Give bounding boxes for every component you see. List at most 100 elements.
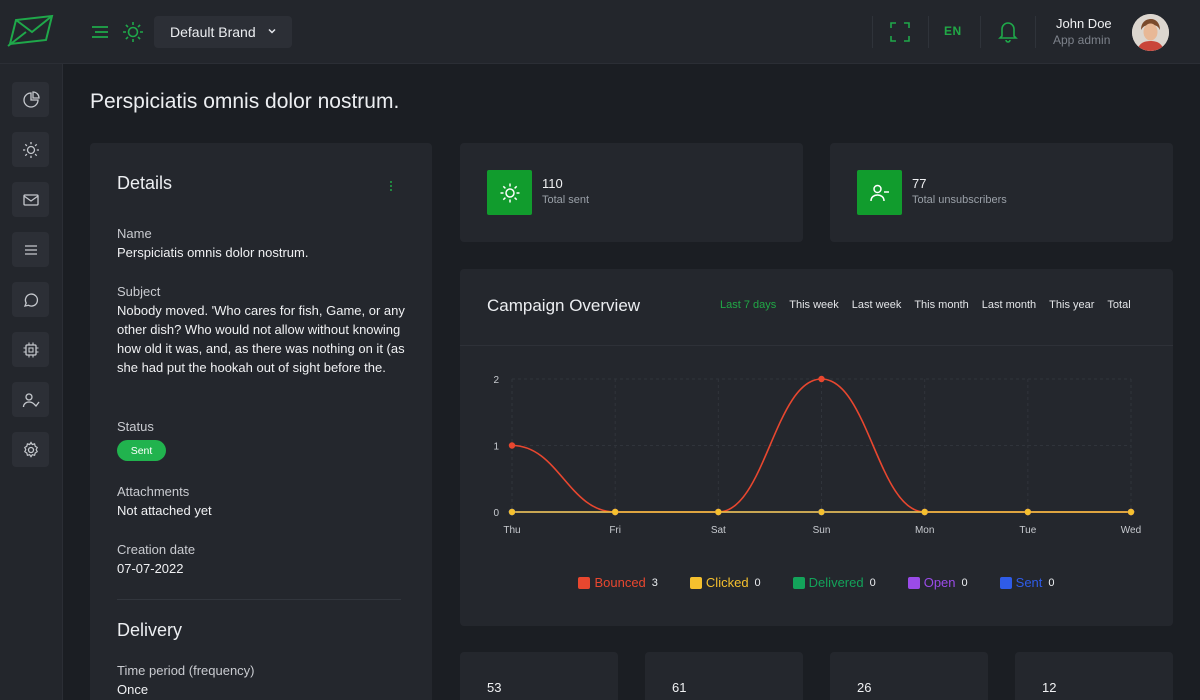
- topbar-divider: [1035, 16, 1036, 48]
- unsubscribers-value: 77: [912, 176, 927, 191]
- chart-legend: Bounced 3 Clicked 0 Delivered 0 Open 0 Sent 0: [460, 575, 1173, 590]
- legend-count: 3: [651, 576, 658, 589]
- unsubscribers-label: Total unsubscribers: [912, 194, 1007, 206]
- data-point-clicked: [611, 508, 619, 516]
- total-unsubscribers-card: 77 Total unsubscribers: [830, 143, 1173, 242]
- theme-toggle-icon[interactable]: [121, 20, 145, 44]
- menu-toggle-icon[interactable]: [90, 22, 110, 42]
- legend-swatch: [578, 576, 591, 589]
- pie-chart-icon: [22, 90, 40, 108]
- total-sent-card: 110 Total sent: [460, 143, 803, 242]
- y-tick-label: 2: [493, 375, 499, 386]
- cpu-chip-icon: [23, 342, 38, 357]
- mini-stat-value: 53: [487, 680, 502, 695]
- sidebar-item-campaigns[interactable]: [12, 182, 49, 217]
- mini-stat-value: 61: [672, 680, 687, 695]
- sun-icon: [500, 183, 519, 202]
- legend-swatch: [792, 576, 805, 589]
- notification-bell-icon[interactable]: [997, 19, 1019, 43]
- creation-date-label: Creation date: [117, 542, 196, 557]
- tab-this-month[interactable]: This month: [914, 299, 969, 311]
- tab-total[interactable]: Total: [1107, 299, 1131, 311]
- details-card: Details Name Perspiciatis omnis dolor no…: [90, 143, 432, 700]
- mini-stat-value: 12: [1042, 680, 1057, 695]
- more-options-icon[interactable]: [388, 179, 394, 193]
- sidebar-item-chat[interactable]: [12, 282, 49, 317]
- mini-stat-card: 53: [460, 652, 618, 700]
- campaign-overview-title: Campaign Overview: [487, 296, 641, 315]
- legend-label: Sent: [1015, 575, 1043, 590]
- tab-last-7-days[interactable]: Last 7 days: [720, 299, 777, 311]
- name-value: Perspiciatis omnis dolor nostrum.: [117, 245, 309, 260]
- logo-envelope-icon[interactable]: [6, 12, 56, 48]
- mini-stat-card: 61: [645, 652, 803, 700]
- mini-stat-card: 12: [1015, 652, 1173, 700]
- legend-count: 0: [1048, 576, 1055, 589]
- attachments-label: Attachments: [117, 484, 190, 499]
- legend-item-sent[interactable]: Sent 0: [999, 575, 1055, 590]
- tab-this-year[interactable]: This year: [1049, 299, 1095, 311]
- x-tick-label: Thu: [503, 525, 520, 536]
- sidebar-item-settings[interactable]: [12, 432, 49, 467]
- sidebar-item-lists[interactable]: [12, 232, 49, 267]
- legend-count: 0: [869, 576, 876, 589]
- sidebar-item-dashboard[interactable]: [12, 82, 49, 117]
- topbar-divider: [980, 16, 981, 48]
- name-label: Name: [117, 226, 152, 241]
- chat-bubble-icon: [23, 292, 38, 307]
- legend-item-open[interactable]: Open 0: [907, 575, 968, 590]
- legend-label: Delivered: [808, 575, 864, 590]
- legend-item-clicked[interactable]: Clicked 0: [689, 575, 761, 590]
- subject-label: Subject: [117, 284, 161, 299]
- legend-label: Clicked: [705, 575, 749, 590]
- legend-swatch: [999, 576, 1012, 589]
- user-name[interactable]: John Doe: [1056, 16, 1112, 31]
- legend-swatch: [689, 576, 702, 589]
- status-badge: Sent: [117, 440, 166, 461]
- avatar[interactable]: [1132, 14, 1169, 51]
- top-bar: Default Brand EN John Doe App admin: [0, 0, 1200, 64]
- y-tick-label: 0: [493, 508, 499, 519]
- x-tick-label: Wed: [1121, 525, 1141, 536]
- x-tick-label: Sun: [813, 525, 831, 536]
- sidebar-item-templates[interactable]: [12, 132, 49, 167]
- brand-select-value: Default Brand: [170, 24, 256, 40]
- stat-icon-box: [857, 170, 902, 215]
- sidebar-item-subscribers[interactable]: [12, 382, 49, 417]
- data-point-clicked: [921, 508, 928, 516]
- mini-stat-card: 26: [830, 652, 988, 700]
- x-tick-label: Tue: [1019, 525, 1036, 536]
- x-tick-label: Sat: [711, 525, 726, 536]
- total-sent-label: Total sent: [542, 194, 590, 206]
- topbar-divider: [928, 16, 929, 48]
- legend-item-delivered[interactable]: Delivered 0: [792, 575, 876, 590]
- avatar-image: [1132, 14, 1169, 51]
- tab-this-week[interactable]: This week: [789, 299, 839, 311]
- legend-item-bounced[interactable]: Bounced 3: [578, 575, 658, 590]
- x-tick-label: Mon: [915, 525, 934, 536]
- brand-select[interactable]: Default Brand: [154, 16, 292, 48]
- data-point-bounced: [508, 442, 516, 449]
- mini-stat-value: 26: [857, 680, 872, 695]
- delivery-title: Delivery: [117, 620, 183, 640]
- legend-swatch: [907, 576, 920, 589]
- fullscreen-icon[interactable]: [889, 21, 911, 43]
- total-sent-value: 110: [542, 176, 563, 191]
- language-switcher[interactable]: EN: [944, 24, 962, 38]
- tab-last-week[interactable]: Last week: [851, 299, 902, 311]
- tab-last-month[interactable]: Last month: [981, 299, 1037, 311]
- data-point-clicked: [1127, 508, 1135, 516]
- attachments-value: Not attached yet: [117, 503, 212, 518]
- user-minus-icon: [869, 184, 889, 201]
- details-divider: [117, 599, 401, 600]
- sidebar: [0, 64, 63, 700]
- campaign-overview-card: Campaign Overview Last 7 days This week …: [460, 269, 1173, 626]
- campaign-line-chart: 0 1 2 Thu Fri Sat Sun Mon Tue Wed: [493, 375, 1141, 536]
- legend-count: 0: [754, 576, 761, 589]
- time-period-label: Time period (frequency): [117, 663, 255, 678]
- legend-label: Open: [923, 575, 956, 590]
- status-label: Status: [117, 419, 154, 434]
- sidebar-item-integrations[interactable]: [12, 332, 49, 367]
- data-point-bounced: [818, 375, 825, 383]
- chevron-down-icon: [268, 28, 276, 34]
